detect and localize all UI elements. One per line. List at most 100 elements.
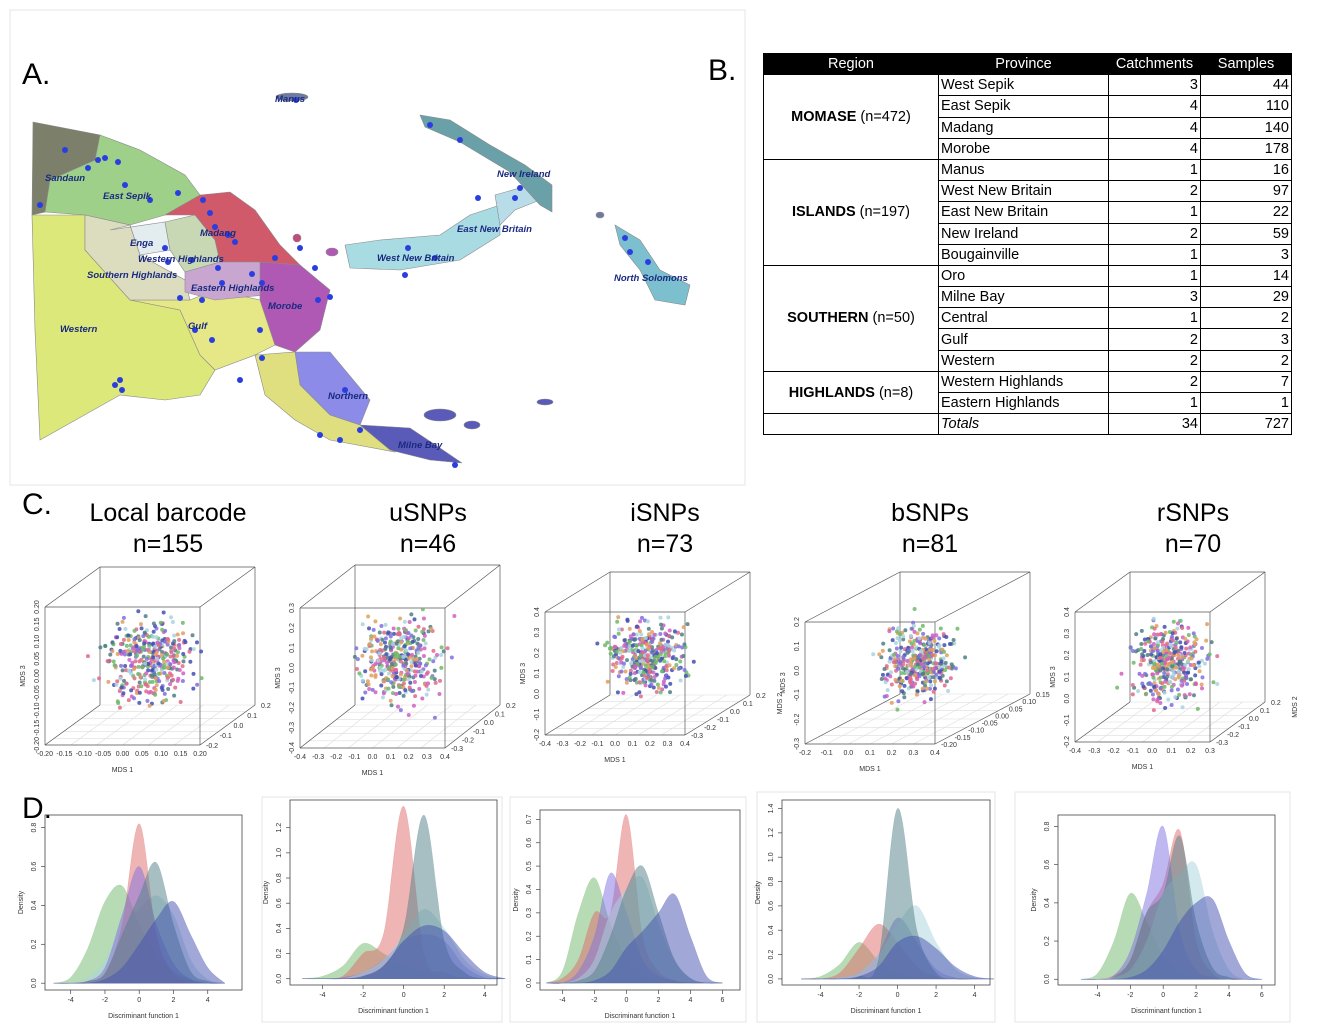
scatter-point bbox=[1189, 656, 1194, 661]
x-tick-label: 2 bbox=[934, 992, 938, 999]
x-tick-label: 0 bbox=[1161, 992, 1165, 999]
density-plot: -4 -2 0 2 4 0.0 0.2 0.4 0.6 0.8 1.0 1.2 1.4 Discrimin… bbox=[755, 791, 996, 1023]
scatter-point bbox=[1188, 663, 1193, 668]
scatter-point bbox=[937, 664, 942, 669]
z-tick-label: 0.1 bbox=[1064, 672, 1071, 682]
map-label: Western Highlands bbox=[138, 254, 224, 265]
scatter-point bbox=[137, 638, 142, 643]
scatter-point bbox=[616, 656, 621, 661]
island bbox=[463, 420, 481, 430]
box-edge bbox=[44, 704, 101, 746]
scatter-point bbox=[637, 680, 642, 685]
scatter-point bbox=[409, 660, 414, 665]
table-cell: 4 bbox=[1108, 137, 1201, 160]
scatter-point bbox=[439, 665, 444, 670]
scatter-point bbox=[403, 628, 408, 633]
y-tick-label: -0.2 bbox=[462, 737, 474, 744]
scatter-point bbox=[922, 643, 927, 648]
x-axis-label: Discriminant function 1 bbox=[1131, 1008, 1202, 1015]
scatter-point bbox=[1180, 665, 1185, 670]
scatter-point bbox=[169, 673, 174, 678]
scatter-point bbox=[920, 623, 925, 628]
scatter-point bbox=[627, 639, 632, 644]
density-area bbox=[1081, 896, 1262, 980]
scatter-point bbox=[383, 636, 388, 641]
scatter-point bbox=[652, 674, 657, 679]
sample-site bbox=[232, 239, 238, 245]
scatter-point bbox=[615, 619, 620, 624]
scatter-point bbox=[153, 644, 158, 649]
y-axis-label: Density bbox=[513, 888, 520, 912]
x-tick-label: 0.4 bbox=[440, 754, 450, 761]
table-cell: Central bbox=[938, 307, 1109, 330]
sample-site bbox=[177, 295, 183, 301]
scatter-point bbox=[622, 638, 627, 643]
density-plot: -4 -2 0 2 4 6 0.0 0.2 0.4 0.6 0.8 Discriminant func… bbox=[1014, 791, 1291, 1023]
scatter-point bbox=[650, 649, 655, 654]
x-tick-label: 2 bbox=[442, 992, 446, 999]
scatter-point bbox=[178, 700, 183, 705]
table-cell: Region bbox=[763, 52, 939, 76]
box-edge bbox=[1209, 701, 1266, 743]
y-tick-label: 0.2 bbox=[1044, 936, 1051, 946]
sample-site bbox=[312, 265, 318, 271]
scatter-point bbox=[422, 633, 427, 638]
scatter-point bbox=[397, 684, 402, 689]
scatter-point bbox=[641, 659, 646, 664]
scatter-point bbox=[650, 659, 655, 664]
table-cell: Totals bbox=[938, 413, 1109, 436]
scatter-point bbox=[1146, 639, 1151, 644]
sample-site bbox=[95, 157, 101, 163]
table-cell: East Sepik bbox=[938, 95, 1109, 118]
sample-site bbox=[259, 280, 265, 286]
scatter-point bbox=[896, 626, 901, 631]
panel-frame bbox=[261, 796, 503, 1023]
scatter-point bbox=[623, 669, 628, 674]
scatter-point bbox=[1176, 673, 1181, 678]
scatter-point bbox=[420, 607, 425, 612]
scatter-point bbox=[165, 636, 170, 641]
scatter-point bbox=[172, 639, 177, 644]
scatter-point bbox=[650, 639, 655, 644]
scatter-point bbox=[633, 676, 638, 681]
scatter-point bbox=[386, 630, 391, 635]
y-tick-label: 0.5 bbox=[526, 861, 533, 871]
scatter-point bbox=[417, 656, 422, 661]
scatter-point bbox=[401, 654, 406, 659]
scatter-point bbox=[391, 641, 396, 646]
scatter-point bbox=[118, 641, 123, 646]
scatter-point bbox=[1197, 669, 1202, 674]
scatter-point bbox=[169, 645, 174, 650]
scatter-point bbox=[410, 689, 415, 694]
table-cell: 59 bbox=[1200, 222, 1292, 245]
scatter-point bbox=[115, 679, 120, 684]
scatter-point bbox=[901, 655, 906, 660]
scatter-point bbox=[106, 679, 111, 684]
sample-site bbox=[315, 297, 321, 303]
y-tick-label: 1.4 bbox=[768, 804, 775, 814]
scatter-point bbox=[199, 676, 204, 681]
scatter-point bbox=[901, 659, 906, 664]
scatter-point bbox=[191, 686, 196, 691]
scatter-point bbox=[662, 659, 667, 664]
scatter-point bbox=[413, 628, 418, 633]
y-tick-label: 0.05 bbox=[1009, 706, 1023, 713]
scatter-point bbox=[354, 646, 359, 651]
scatter-point bbox=[659, 622, 664, 627]
scatter-point bbox=[1142, 649, 1147, 654]
scatter-point bbox=[1138, 662, 1143, 667]
scatter-point bbox=[367, 626, 372, 631]
z-tick-label: -0.20 bbox=[34, 737, 41, 753]
scatter-point bbox=[917, 627, 922, 632]
scatter-point bbox=[169, 615, 174, 620]
scatter-point bbox=[943, 668, 948, 673]
y-tick-label: 0.6 bbox=[1044, 860, 1051, 870]
scatter-point bbox=[1151, 697, 1156, 702]
density-plot: -4 -2 0 2 4 0.0 0.2 0.4 0.6 0.8 Discriminant funct… bbox=[18, 814, 243, 1020]
scatter-point bbox=[137, 680, 142, 685]
x-tick-label: 0.1 bbox=[386, 754, 396, 761]
scatter-point bbox=[1170, 668, 1175, 673]
scatter-point bbox=[139, 684, 144, 689]
scatter-point bbox=[133, 659, 138, 664]
scatter-point bbox=[1166, 697, 1171, 702]
